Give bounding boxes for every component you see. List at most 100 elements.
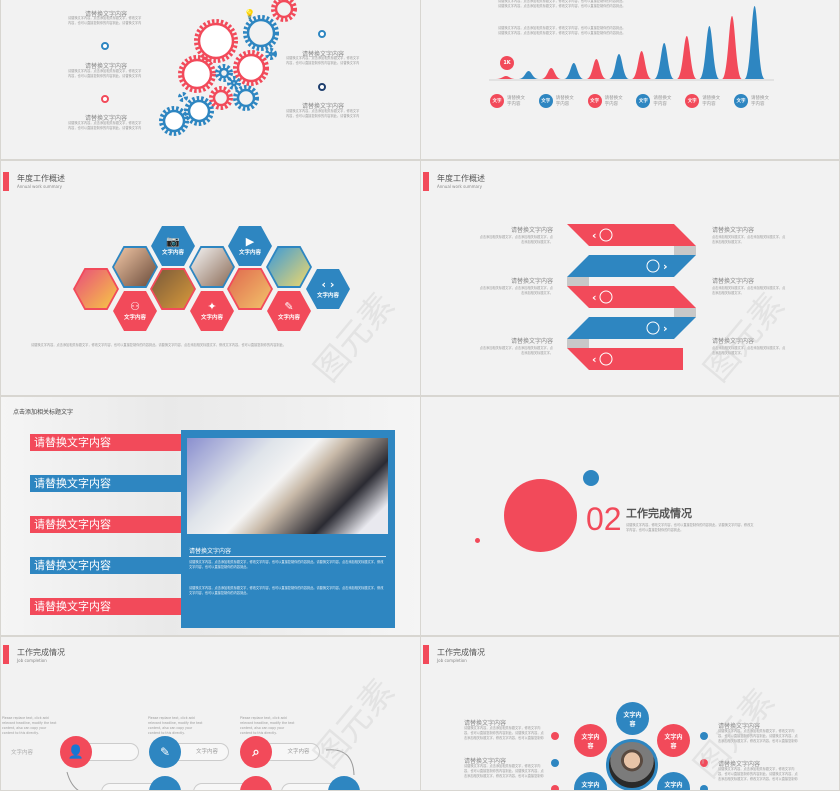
slide-gears[interactable]: 请替换文字内容 请替换文字内容，点击添加相关标题文字，修改文字内容，也可以直接复… bbox=[0, 0, 421, 160]
label: 请替换文字内容 bbox=[85, 11, 128, 18]
paragraph: 请替换文字内容，点击添加相关标题文字，修改文字内容，也可以直接复制你的内容到此。… bbox=[498, 26, 626, 35]
paragraph: 请替换文字内容，点击添加相关标题文字，修改文字内容，也可以直接复制你的内容到此。… bbox=[31, 343, 286, 347]
desc: 请替换文字内容，点击添加相关标题文字，修改文字内容，也可以直接复制你的内容到此。… bbox=[286, 109, 360, 118]
desc: 点击添加相关标题文字，点击添加相关标题文字，点击添加相关标题文字。 bbox=[712, 346, 786, 355]
header-accent bbox=[423, 172, 429, 191]
slide-ribbons[interactable]: 年度工作概述 Annual work summary ‹ › ‹ › ‹ 请替换文字内容… bbox=[420, 160, 840, 396]
hex-label: 文字内容 bbox=[123, 315, 146, 321]
chevron-left-icon: ‹ bbox=[592, 291, 597, 304]
slide-section[interactable]: 02 工作完成情况 请替换文字内容，修改文字内容，也可以直接复制你的内容到此。请… bbox=[420, 396, 840, 636]
ribbon-icon bbox=[599, 228, 613, 242]
rocket-icon[interactable] bbox=[328, 776, 360, 790]
info-card: 请替换文字内容 请替换文字内容，点击添加相关标题文字，修改文字内容，也可以直接复… bbox=[181, 430, 395, 628]
desc: 点击添加相关标题文字，点击添加相关标题文字，点击添加相关标题文字。 bbox=[712, 286, 786, 295]
label: 请替换文字内容 bbox=[718, 723, 761, 730]
title-bar[interactable]: 请替换文字内容 bbox=[30, 516, 181, 533]
peak-mark bbox=[699, 26, 720, 79]
gear-icon bbox=[181, 58, 213, 90]
header-accent bbox=[3, 172, 9, 191]
legend-label: 请替换文字内容 bbox=[555, 96, 574, 107]
hex-tile[interactable]: ⚇ 文字内容 bbox=[113, 291, 157, 331]
gear-icon[interactable] bbox=[149, 776, 181, 790]
pencil-icon[interactable]: ✎ bbox=[149, 736, 181, 768]
label: 请替换文字内容 bbox=[302, 51, 345, 58]
gear-icon bbox=[236, 88, 256, 108]
legend-label: 请替换文字内容 bbox=[751, 96, 769, 107]
section-number: 02 bbox=[586, 501, 622, 537]
hex-label: 文字内容 bbox=[161, 250, 184, 256]
hex-label: 文字内容 bbox=[238, 250, 261, 256]
hex-label: 文字内容 bbox=[277, 315, 300, 321]
node[interactable]: 文字内容 bbox=[657, 772, 690, 790]
slide-title: 年度工作概述 bbox=[17, 174, 65, 183]
peak-mark bbox=[518, 71, 539, 79]
gear-icon bbox=[197, 22, 235, 60]
title-bar[interactable]: 请替换文字内容 bbox=[30, 598, 181, 615]
label: 请替换文字内容 bbox=[718, 761, 761, 768]
label: 请替换文字内容 bbox=[712, 227, 755, 234]
gear-icon bbox=[212, 89, 230, 107]
connector-lines bbox=[66, 749, 355, 790]
peaks-graphic bbox=[489, 6, 774, 81]
badge-1k: 1K bbox=[500, 56, 514, 70]
hex-tile[interactable]: ▶ 文字内容 bbox=[228, 226, 272, 266]
chevron-left-icon: ‹ bbox=[592, 353, 597, 366]
paragraph: 请替换文字内容，点击添加相关标题文字，修改文字内容，也可以直接复制你的内容到此。… bbox=[189, 560, 384, 569]
photo-hex bbox=[191, 248, 233, 286]
gear-teeth bbox=[178, 55, 216, 93]
step-pill[interactable]: 文字内容 bbox=[171, 743, 229, 761]
ribbon-band bbox=[567, 255, 696, 277]
hex-tile[interactable]: ✦ 文字内容 bbox=[190, 291, 234, 331]
paragraph: Please replace text, click add relevant … bbox=[2, 716, 57, 735]
label: 请替换文字内容 bbox=[464, 758, 507, 765]
hex-tile[interactable]: 📷 文字内容 bbox=[151, 226, 195, 266]
slide-subtitle: Annual work summary bbox=[17, 184, 63, 189]
slide-bars[interactable]: 点击添加相关标题文字 请替换文字内容 请替换文字内容 请替换文字内容 请替换文字内容请… bbox=[0, 396, 421, 636]
slide-title: 点击添加相关标题文字 bbox=[13, 409, 74, 416]
gear-icon bbox=[162, 109, 186, 133]
node[interactable]: 文字内容 bbox=[574, 772, 607, 790]
info-icon[interactable] bbox=[240, 776, 272, 790]
legend-label: 请替换文字内容 bbox=[507, 96, 525, 107]
chevron-right-icon: › bbox=[663, 260, 668, 273]
user-icon[interactable]: 👤 bbox=[60, 736, 92, 768]
section-desc: 请替换文字内容，修改文字内容，也可以直接复制你的内容到此。请替换文字内容，修改文… bbox=[626, 523, 754, 532]
gear-teeth bbox=[243, 15, 279, 51]
search-icon[interactable]: ⌕ bbox=[240, 736, 272, 768]
gear-icon bbox=[230, 79, 238, 87]
node[interactable]: 文字内容 bbox=[657, 724, 690, 757]
ribbon-band bbox=[567, 348, 683, 370]
slide-flow[interactable]: 工作完成情况 Job completion Please replace tex… bbox=[0, 636, 421, 791]
title-bar[interactable]: 请替换文字内容 bbox=[30, 475, 181, 492]
slide-hexagons[interactable]: 年度工作概述 Annual work summary 📷 文字内容 ▶ 文字内容 ⚇ 文字… bbox=[0, 160, 421, 396]
person-photo bbox=[606, 739, 658, 790]
label: 文字内容 bbox=[11, 750, 34, 756]
ribbon-fold bbox=[674, 308, 696, 317]
peak-mark bbox=[654, 43, 675, 79]
gears-graphic: 💡 bbox=[159, 0, 297, 136]
title-bar[interactable]: 请替换文字内容 bbox=[30, 557, 181, 574]
slide-subtitle: Job completion bbox=[17, 658, 47, 663]
dot-marker bbox=[700, 732, 708, 740]
dot-marker bbox=[551, 759, 559, 767]
hex-tile[interactable]: ✎ 文字内容 bbox=[267, 291, 311, 331]
peak-mark bbox=[631, 51, 652, 79]
dot-marker bbox=[551, 732, 559, 740]
slide-team[interactable]: 工作完成情况 Job completion 请替换文字内容 请替换文字内容，点击… bbox=[420, 636, 840, 791]
step-pill[interactable]: 文字内容 bbox=[263, 743, 320, 761]
label: 请替换文字内容 bbox=[464, 720, 507, 727]
legend-label: 请替换文字内容 bbox=[604, 96, 623, 107]
title-bar[interactable]: 请替换文字内容 bbox=[30, 434, 181, 451]
section-title: 工作完成情况 bbox=[626, 507, 692, 520]
peak-mark bbox=[563, 63, 584, 79]
node[interactable]: 文字内容 bbox=[616, 702, 649, 735]
node[interactable]: 文字内容 bbox=[574, 724, 607, 757]
gear-icon bbox=[274, 0, 294, 19]
label: 请替换文字内容 bbox=[302, 103, 345, 110]
ribbon-band bbox=[567, 317, 696, 339]
hex-tile[interactable]: ‹ › 文字内容 bbox=[306, 269, 350, 309]
gear-teeth bbox=[194, 19, 238, 63]
hex-label: 文字内容 bbox=[200, 315, 223, 321]
slide-peaks[interactable]: 请替换文字内容，点击添加相关标题文字，修改文字内容，也可以直接复制你的内容到此。… bbox=[420, 0, 840, 160]
peak-mark bbox=[676, 36, 697, 79]
